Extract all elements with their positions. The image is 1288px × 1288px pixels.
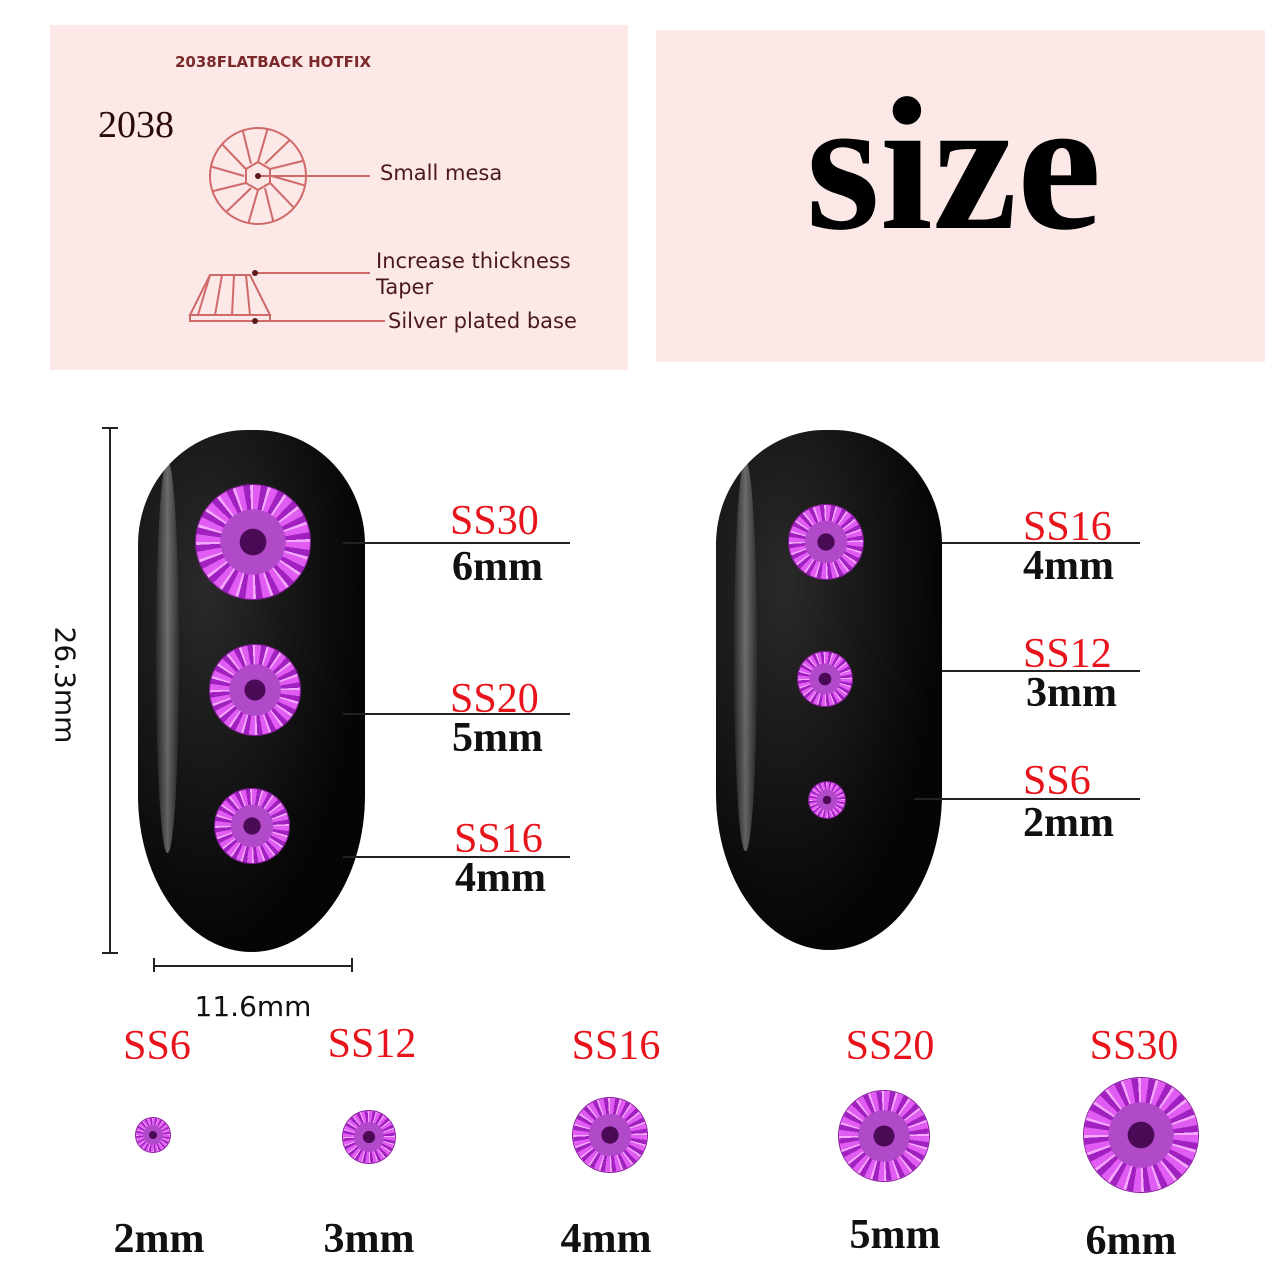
- bottom-size-label: SS16: [571, 1023, 661, 1069]
- rhinestone-diagram: [188, 127, 385, 324]
- size-title: size: [806, 60, 1102, 270]
- title-panel: size: [656, 30, 1265, 362]
- leader-line: [343, 542, 570, 544]
- size-label: SS16: [454, 816, 543, 862]
- bottom-mm-label: 3mm: [323, 1216, 415, 1262]
- bottom-mm-label: 5mm: [849, 1212, 941, 1258]
- width-dimension-line: [153, 965, 353, 967]
- gem-ss16: [215, 789, 289, 863]
- mm-label: 5mm: [452, 715, 543, 761]
- height-label: 26.3mm: [48, 626, 82, 744]
- label-small-mesa: Small mesa: [380, 161, 503, 185]
- bottom-size-label: SS12: [327, 1021, 417, 1067]
- bottom-size-label: SS30: [1089, 1023, 1179, 1069]
- mm-label: 2mm: [1023, 800, 1114, 846]
- bottom-size-label: SS6: [123, 1023, 191, 1069]
- mm-label: 6mm: [452, 544, 543, 590]
- dim-tick: [153, 958, 155, 972]
- size-label: SS16: [1023, 504, 1112, 550]
- dim-tick: [351, 958, 353, 972]
- gem-2mm: [136, 1118, 170, 1152]
- bottom-mm-label: 6mm: [1085, 1218, 1177, 1264]
- diagram-panel: 2038FLATBACK HOTFIX 2038 Small mesa Incr…: [50, 25, 628, 370]
- leader-line: [343, 856, 570, 858]
- dim-tick: [102, 952, 118, 954]
- leader-line: [914, 798, 1140, 800]
- model-number: 2038: [98, 104, 174, 146]
- gem-4mm: [573, 1098, 647, 1172]
- leader-line: [942, 670, 1140, 672]
- gem-ss16: [789, 505, 863, 579]
- mm-label: 4mm: [455, 855, 546, 901]
- gem-ss20: [210, 645, 300, 735]
- height-dimension-line: [109, 427, 111, 953]
- label-taper: Taper: [376, 275, 434, 299]
- width-label: 11.6mm: [194, 990, 312, 1023]
- size-label: SS30: [450, 498, 539, 544]
- size-label: SS20: [450, 676, 539, 722]
- mm-label: 3mm: [1026, 670, 1117, 716]
- label-increase-thickness: Increase thickness: [376, 249, 571, 273]
- label-silver-base: Silver plated base: [388, 309, 577, 333]
- mm-label: 4mm: [1023, 543, 1114, 589]
- diagram-heading: 2038FLATBACK HOTFIX: [175, 53, 372, 71]
- gem-6mm: [1084, 1078, 1198, 1192]
- bottom-mm-label: 4mm: [560, 1216, 652, 1262]
- gem-ss30: [196, 485, 310, 599]
- bottom-mm-label: 2mm: [113, 1216, 205, 1262]
- gem-ss12: [798, 652, 852, 706]
- gem-ss6: [809, 782, 845, 818]
- gem-3mm: [343, 1111, 395, 1163]
- leader-line: [942, 542, 1140, 544]
- size-label: SS6: [1023, 758, 1091, 804]
- size-label: SS12: [1023, 631, 1112, 677]
- dim-tick: [102, 427, 118, 429]
- leader-line: [343, 713, 570, 715]
- gem-5mm: [839, 1091, 929, 1181]
- bottom-size-label: SS20: [845, 1023, 935, 1069]
